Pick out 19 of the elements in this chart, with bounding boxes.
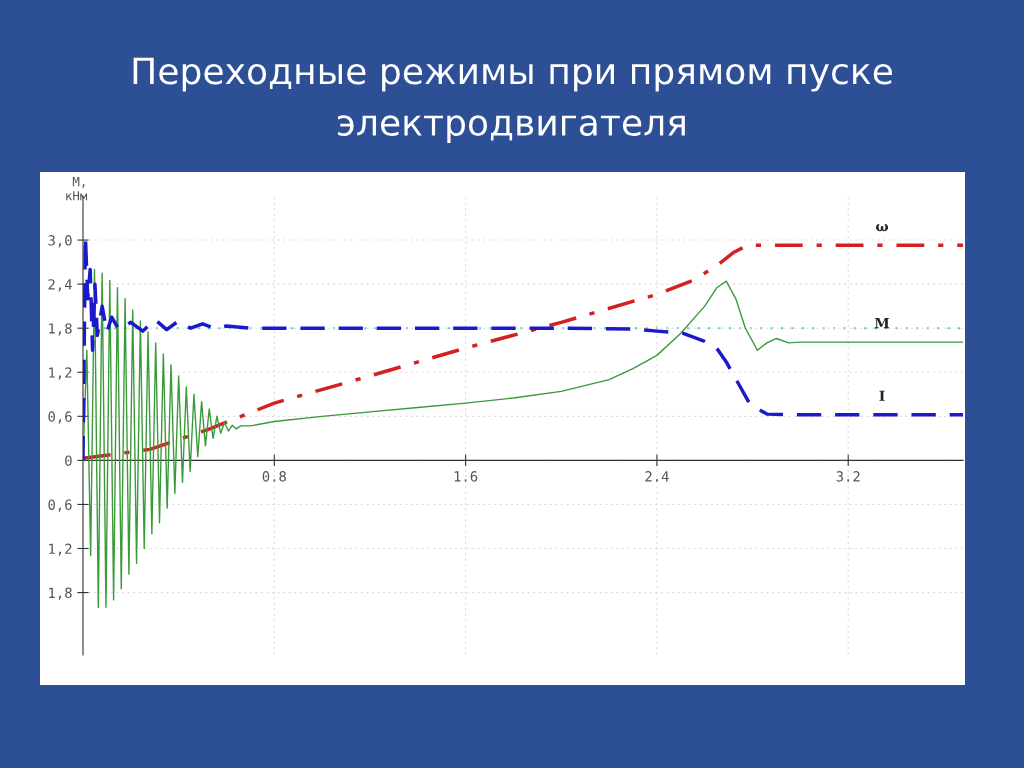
y-tick-label: 0,6 [48,499,72,512]
y-tick-label: 1,2 [49,543,72,556]
y-tick-label: 2,4 [48,279,72,292]
x-tick-label: 1.6 [454,471,478,482]
y-tick-label: 1,8 [49,587,72,600]
y-tick-label: 1,2 [49,367,72,380]
y-tick-label: 0,6 [48,411,72,424]
x-tick-label: 2.4 [645,471,669,482]
series-label: М [874,318,890,329]
y-tick-label: 1,8 [49,323,72,336]
y-axis-title: М, кНм [66,177,88,201]
series-label: I [879,390,885,401]
chart-title: Переходные режимы при прямом пуске электродвигателя [133,57,892,144]
line-series [83,268,963,608]
x-tick-label: 0.8 [262,471,286,482]
x-tick-label: 3.2 [836,471,860,482]
series-label: ω [875,224,889,232]
y-tick-label: 3,0 [48,235,72,248]
y-tick-label: 0 [65,455,72,466]
